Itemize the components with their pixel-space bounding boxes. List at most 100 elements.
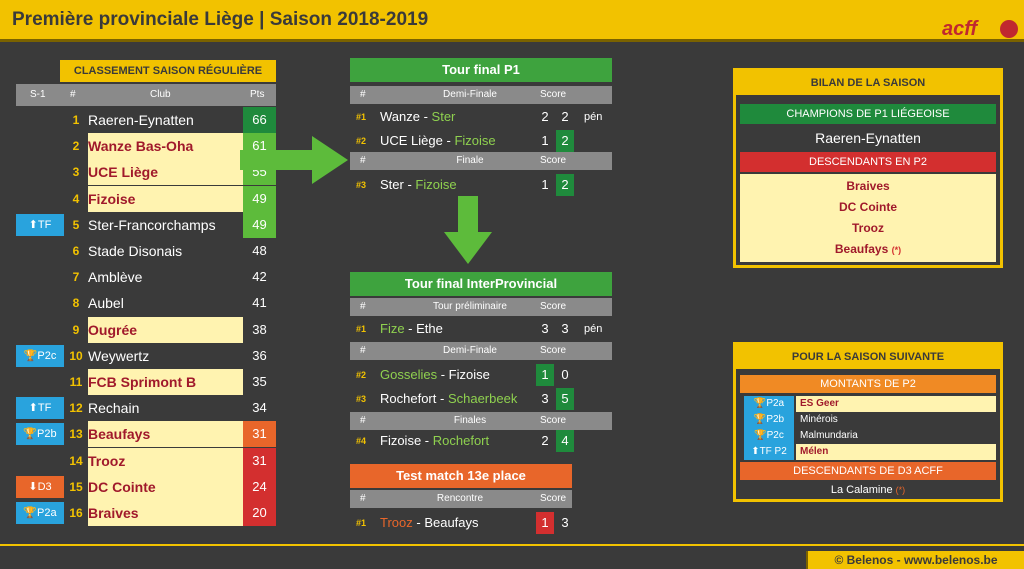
match-num: #1 <box>356 324 367 334</box>
match-teams: Ster - Fizoise <box>380 177 457 192</box>
status-badge <box>16 266 64 288</box>
tour-ip-header-finales: # Finales Score <box>350 412 612 430</box>
page-title: Première provinciale Liège | Saison 2018… <box>12 9 429 30</box>
club-name: Beaufays <box>88 421 244 448</box>
status-badge <box>16 188 64 210</box>
penalty-note: pén <box>584 323 603 335</box>
club-name: DC Cointe <box>88 473 244 500</box>
team-a: Gosselies <box>380 367 438 382</box>
score-a: 2 <box>541 109 549 124</box>
title-bar <box>0 0 1024 42</box>
score-a: 1 <box>541 177 549 192</box>
table-row: 3 UCE Liège 55 <box>16 159 276 186</box>
club-name: Ougrée <box>88 316 244 343</box>
club-name: Amblève <box>88 269 143 286</box>
team-b: Ster <box>431 109 456 124</box>
status-badge: ⬆TF <box>16 213 64 236</box>
col-pts: Pts <box>250 89 265 100</box>
rank: 10 <box>69 348 83 363</box>
logo-mark-icon <box>1000 20 1018 38</box>
penalty-note: pén <box>584 111 603 123</box>
table-row: 🏆P2a 16 Braives 20 <box>16 500 276 526</box>
table-row: ⬆TF 5 Ster-Francorchamps 49 <box>16 211 276 238</box>
status-badge <box>16 371 64 393</box>
points: 41 <box>252 295 267 311</box>
status-badge <box>16 161 64 183</box>
promo-club: Mélen <box>796 444 996 460</box>
points: 36 <box>252 347 267 363</box>
promo-badge: 🏆P2b <box>744 412 794 428</box>
team-b: Rochefort <box>432 433 490 448</box>
rank: 7 <box>72 270 80 285</box>
team-a: Ster <box>380 177 404 192</box>
acff-logo: acff <box>942 18 996 40</box>
hdr-label: Rencontre <box>436 493 484 504</box>
club-name: Trooz <box>88 447 244 474</box>
score-a: 1 <box>536 512 554 534</box>
rank: 14 <box>69 453 83 468</box>
hdr-label: Finale <box>456 155 484 166</box>
points: 48 <box>252 243 267 258</box>
match-num: #2 <box>356 370 367 380</box>
rank: 4 <box>72 191 80 206</box>
points: 24 <box>243 473 276 500</box>
match-num: #4 <box>356 436 367 446</box>
hdr-n: # <box>360 345 366 356</box>
desc-item: Beaufays (*) <box>740 237 996 258</box>
status-badge: 🏆P2b <box>16 423 64 446</box>
table-row: 🏆P2b 13 Beaufays 31 <box>16 421 276 448</box>
score-b: 2 <box>556 130 574 152</box>
match-row: #3 Ster - Fizoise 1 2 <box>350 174 612 196</box>
points: 31 <box>243 447 276 474</box>
score-a: 3 <box>541 391 549 406</box>
promo-badge: 🏆P2c <box>744 428 794 444</box>
tour-p1-header-finale: # Finale Score <box>350 152 612 170</box>
hdr-label: Demi-Finale <box>443 89 497 100</box>
team-b: Schaerbeek <box>447 391 518 406</box>
test-match-title: Test match 13e place <box>350 464 572 488</box>
score-b: 2 <box>556 174 574 196</box>
tour-p1-title: Tour final P1 <box>350 58 612 82</box>
status-badge <box>16 450 64 472</box>
match-num: #2 <box>356 136 367 146</box>
tour-ip-header-demi: # Demi-Finale Score <box>350 342 612 360</box>
col-club: Club <box>150 89 171 100</box>
rank: 16 <box>69 506 83 520</box>
champion: Raeren-Eynatten <box>815 130 921 146</box>
score-b: 3 <box>561 515 569 530</box>
club-name: Braives <box>88 500 244 526</box>
desc-label: DESCENDANTS EN P2 <box>740 152 996 172</box>
team-a: Trooz <box>380 515 413 530</box>
promo-badge: ⬆TF P2 <box>744 444 794 460</box>
up-label: MONTANTS DE P2 <box>740 375 996 393</box>
promoted-row: 🏆P2c Malmundaria <box>744 428 996 444</box>
hdr-score: Score <box>540 345 567 356</box>
match-row: #1 Fize - Ethe 3 3 pén <box>350 318 612 340</box>
table-row: 7 Amblève 42 <box>16 264 276 290</box>
mark: (*) <box>891 245 902 255</box>
rank: 12 <box>69 401 83 416</box>
points: 38 <box>243 316 276 343</box>
hdr-score: Score <box>540 155 567 166</box>
points: 35 <box>243 369 276 395</box>
score-b: 3 <box>561 321 569 336</box>
footer-credit: © Belenos - www.belenos.be <box>806 551 1024 569</box>
promoted-row: 🏆P2a ES Geer <box>744 396 996 412</box>
rank: 1 <box>72 113 80 127</box>
match-row: #1 Trooz - Beaufays 1 3 <box>350 512 612 534</box>
match-teams: Fize - Ethe <box>380 321 443 336</box>
hdr-n: # <box>360 89 366 100</box>
rank: 5 <box>72 217 80 232</box>
promo-badge: 🏆P2a <box>744 396 794 412</box>
score-a: 1 <box>536 364 554 386</box>
score-a: 3 <box>541 321 549 336</box>
test-match-header: # Rencontre Score <box>350 490 572 508</box>
team-b: Fizoise <box>415 177 457 192</box>
hdr-label: Demi-Finale <box>443 345 497 356</box>
down-team: La Calamine (*) <box>740 482 996 498</box>
points: 34 <box>252 400 267 416</box>
club-name: Raeren-Eynatten <box>88 112 194 128</box>
tour-p1-header-demi: # Demi-Finale Score <box>350 86 612 104</box>
table-row: 14 Trooz 31 <box>16 447 276 474</box>
promo-club: Malmundaria <box>800 430 858 441</box>
